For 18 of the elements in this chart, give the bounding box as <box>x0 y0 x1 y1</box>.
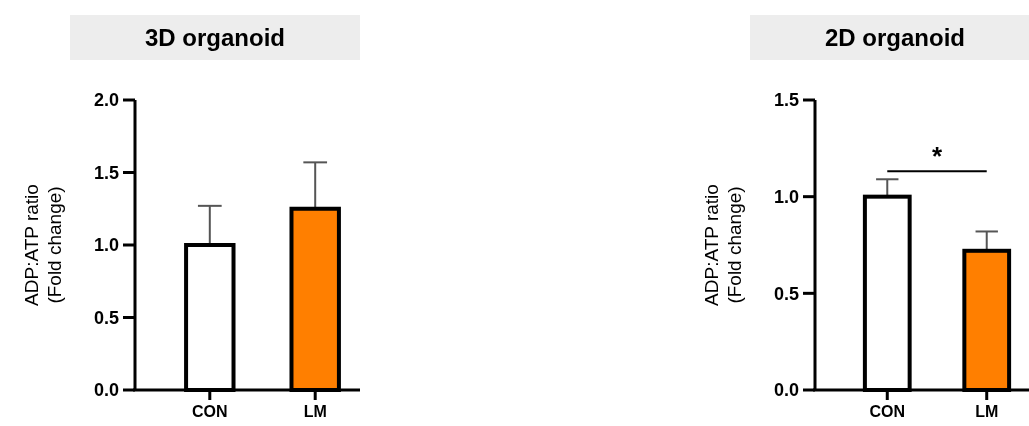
x-tick-label: CON <box>192 403 228 420</box>
y-tick-label: 0.5 <box>773 283 799 304</box>
y-axis-title: ADP:ATP ratio (Fold change) <box>701 184 745 306</box>
x-tick-label: LM <box>303 403 327 420</box>
chart-title: 3D organoid <box>144 24 286 51</box>
y-tick-label: 0.5 <box>93 307 119 328</box>
chart-title: 2D organoid <box>824 24 966 51</box>
y-tick-label: 2.0 <box>93 90 119 111</box>
y-axis-title: ADP:ATP ratio (Fold change) <box>21 184 65 306</box>
y-tick-label: 1.0 <box>93 235 119 256</box>
x-tick-label: LM <box>975 403 999 420</box>
y-tick-label: 1.0 <box>773 186 799 207</box>
y-tick-label: 0.0 <box>773 380 799 401</box>
annotation: * <box>931 141 943 172</box>
y-tick-label: 0.0 <box>93 380 119 401</box>
y-tick-label: 1.5 <box>93 162 119 183</box>
y-tick-label: 1.5 <box>773 90 799 111</box>
x-tick-label: CON <box>869 403 906 420</box>
